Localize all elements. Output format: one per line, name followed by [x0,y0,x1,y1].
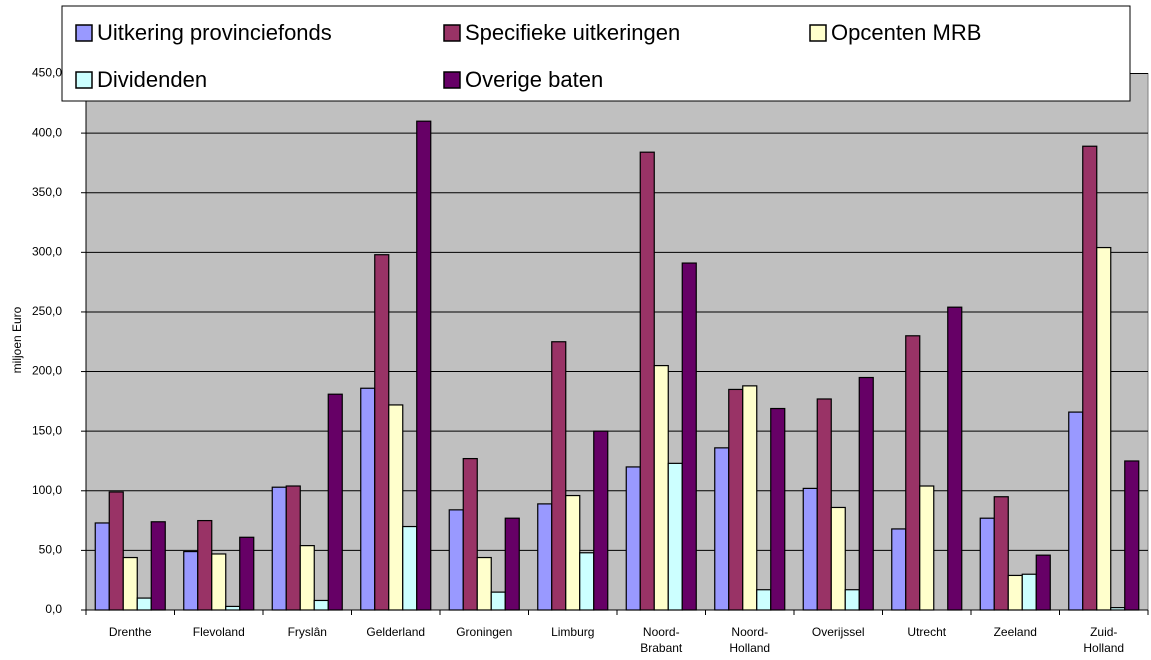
bar [360,387,376,611]
bar [239,536,255,611]
bar [625,466,641,611]
y-tick-label: 200,0 [32,364,62,378]
legend-swatch [809,24,827,42]
x-tick-label: Fryslân [287,625,327,639]
bar [551,341,567,611]
bar [183,550,199,611]
bar [108,491,124,611]
bar [653,364,669,611]
bar [1096,246,1112,611]
bar [579,552,595,611]
bar [816,398,832,611]
bar [1021,573,1037,611]
legend-swatch [75,24,93,42]
x-tick-label: Groningen [456,625,513,639]
bar [416,120,432,611]
bar [993,496,1009,611]
legend-swatch [443,71,461,89]
legend-label: Overige baten [465,67,603,92]
bar [830,506,846,611]
bar [714,447,730,611]
bar [979,517,995,611]
y-tick-label: 50,0 [39,543,63,557]
bar [94,522,110,611]
bar [402,525,418,611]
y-tick-label: 150,0 [32,423,62,437]
y-tick-label: 0,0 [45,602,62,616]
bar [388,404,404,611]
y-tick-label: 300,0 [32,245,62,259]
bar [742,385,758,611]
bar [313,599,329,611]
x-tick-label: Drenthe [108,625,152,639]
bar [639,151,655,611]
bar [374,254,390,611]
bar [681,262,697,611]
x-tick-label: Zuid-Holland [1083,625,1125,655]
bar [462,457,478,611]
bar [197,519,213,611]
bar [667,462,683,611]
bar [327,393,343,611]
x-tick-label: Zeeland [993,625,1037,639]
bar [225,605,241,611]
legend-swatch [75,71,93,89]
x-tick-label: Utrecht [907,625,947,639]
bar [1068,411,1084,611]
y-tick-label: 250,0 [32,304,62,318]
bar [476,556,492,611]
legend-label: Dividenden [97,67,207,92]
bar [593,430,609,611]
y-axis-label: miljoen Euro [10,306,24,373]
bar [271,486,287,611]
bar [891,528,907,611]
bar [1124,460,1140,611]
legend-box [61,5,1131,102]
bar [919,485,935,611]
bar [947,306,963,611]
legend-label: Opcenten MRB [831,20,981,45]
bar [858,376,874,611]
x-tick-label: Noord-Holland [729,625,771,655]
x-tick-label: Flevoland [192,625,245,639]
x-tick-label: Limburg [551,625,595,639]
plot-area [85,73,1149,611]
bar [844,589,860,611]
legend-label: Uitkering provinciefonds [97,20,332,45]
y-tick-label: 350,0 [32,185,62,199]
bar [565,494,581,611]
bar [136,597,152,611]
legend-swatch [443,24,461,42]
bar [537,503,553,611]
bar [490,591,506,611]
bar [770,407,786,611]
bar [211,553,227,611]
bar [1035,554,1051,611]
bar [122,556,138,611]
bar [299,545,315,611]
bar [905,335,921,611]
bar [448,509,464,611]
x-tick-label: Noord-Brabant [640,625,683,655]
x-tick-label: Gelderland [366,625,426,639]
x-tick-label: Overijssel [811,625,865,639]
bar [285,485,301,611]
legend-label: Specifieke uitkeringen [465,20,680,45]
bar [802,487,818,611]
bar [150,521,166,611]
bar [756,589,772,611]
y-tick-label: 100,0 [32,483,62,497]
bar [1082,145,1098,611]
y-tick-label: 450,0 [32,66,62,80]
bar [504,517,520,611]
bar [1007,574,1023,611]
y-tick-label: 400,0 [32,125,62,139]
bar [728,388,744,611]
